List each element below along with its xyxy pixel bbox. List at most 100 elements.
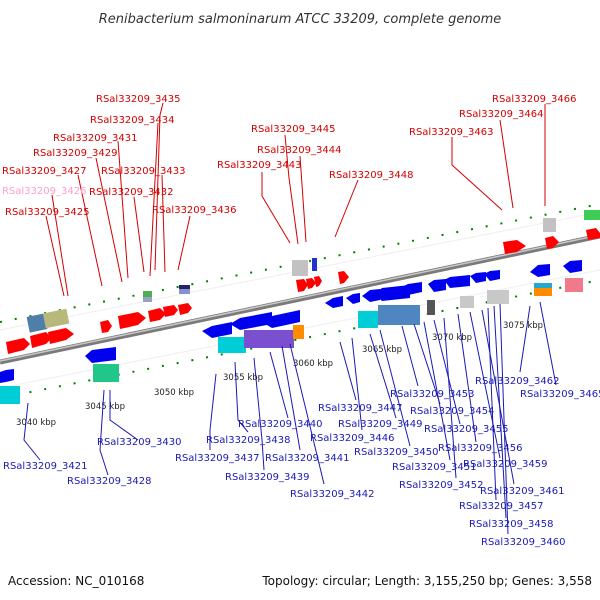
gene-block-orange[interactable] (293, 325, 304, 339)
gene-arrow-forward[interactable] (30, 332, 52, 348)
gene-label-3466[interactable]: RSal33209_3466 (492, 94, 576, 105)
gene-arrow-forward[interactable] (586, 228, 600, 240)
gene-arrow-forward[interactable] (100, 320, 112, 333)
gene-block-lavender[interactable] (143, 297, 152, 302)
gene-block-cyan[interactable] (218, 337, 246, 353)
gene-arrow-forward[interactable] (6, 338, 30, 354)
gene-label-3435[interactable]: RSal33209_3435 (96, 94, 180, 105)
gene-label-3440[interactable]: RSal33209_3440 (238, 419, 322, 430)
gene-arrow-reverse[interactable] (346, 293, 360, 304)
gene-arrow-forward[interactable] (296, 279, 308, 292)
gene-label-3458[interactable]: RSal33209_3458 (469, 519, 553, 530)
gene-arrow-forward[interactable] (163, 305, 178, 317)
gene-label-3450[interactable]: RSal33209_3450 (354, 447, 438, 458)
gene-block-cyan[interactable] (534, 283, 552, 288)
gene-arrow-reverse[interactable] (202, 322, 232, 338)
gene-arrow-forward[interactable] (545, 236, 559, 249)
gene-label-3451[interactable]: RSal33209_3451 (392, 462, 476, 473)
gene-arrow-reverse[interactable] (374, 285, 410, 301)
gene-block-orange[interactable] (534, 288, 552, 296)
gene-arrow-reverse[interactable] (262, 310, 300, 328)
gene-block-olive[interactable] (42, 308, 70, 329)
gene-block-cyan[interactable] (358, 311, 378, 328)
gene-block-steel[interactable] (26, 313, 48, 333)
leader-line (51, 194, 69, 297)
gene-arrow-reverse[interactable] (530, 264, 550, 277)
gene-arrow-forward[interactable] (148, 308, 166, 322)
gene-label-3446[interactable]: RSal33209_3446 (310, 433, 394, 444)
gene-arrow-reverse[interactable] (85, 347, 116, 363)
gene-label-3463[interactable]: RSal33209_3463 (409, 127, 493, 138)
gene-arrow-forward[interactable] (118, 312, 146, 329)
gene-label-3460[interactable]: RSal33209_3460 (481, 537, 565, 548)
gene-label-3453[interactable]: RSal33209_3453 (390, 389, 474, 400)
gene-label-3421[interactable]: RSal33209_3421 (3, 461, 87, 472)
gene-block-gray[interactable] (460, 296, 474, 308)
gene-arrow-reverse[interactable] (362, 289, 380, 302)
gene-label-3457[interactable]: RSal33209_3457 (459, 501, 543, 512)
gene-label-3437[interactable]: RSal33209_3437 (175, 453, 259, 464)
gene-block-pink[interactable] (565, 278, 583, 292)
gene-block-charcoal[interactable] (427, 300, 435, 315)
gene-block-green[interactable] (584, 210, 600, 220)
gene-label-3444[interactable]: RSal33209_3444 (257, 145, 341, 156)
gene-label-3459[interactable]: RSal33209_3459 (463, 459, 547, 470)
gene-label-3456[interactable]: RSal33209_3456 (438, 443, 522, 454)
gene-label-3438[interactable]: RSal33209_3438 (206, 435, 290, 446)
gene-arrow-forward[interactable] (314, 276, 322, 287)
gene-label-3454[interactable]: RSal33209_3454 (410, 406, 494, 417)
gene-label-3427[interactable]: RSal33209_3427 (2, 166, 86, 177)
gene-arrow-reverse[interactable] (484, 270, 500, 281)
gene-block-blue[interactable] (312, 258, 317, 271)
gene-label-3455[interactable]: RSal33209_3455 (424, 424, 508, 435)
gene-arrow-forward[interactable] (338, 271, 349, 284)
gene-label-3462[interactable]: RSal33209_3462 (475, 376, 559, 387)
gene-label-3426[interactable]: RSal33209_3426 (2, 186, 86, 197)
gene-block-cyan[interactable] (0, 386, 20, 404)
leader-line (539, 301, 557, 386)
gene-label-3432[interactable]: RSal33209_3432 (89, 187, 173, 198)
gene-block-periwinkle[interactable] (179, 289, 190, 294)
gene-block-steel[interactable] (378, 305, 420, 325)
gene-label-3449[interactable]: RSal33209_3449 (338, 419, 422, 430)
gene-label-3443[interactable]: RSal33209_3443 (217, 160, 301, 171)
gene-label-3442[interactable]: RSal33209_3442 (290, 489, 374, 500)
gene-label-3428[interactable]: RSal33209_3428 (67, 476, 151, 487)
gene-arrow-reverse[interactable] (470, 272, 486, 283)
gene-label-3441[interactable]: RSal33209_3441 (265, 453, 349, 464)
gene-label-3465[interactable]: RSal33209_3465 (520, 389, 600, 400)
gene-label-3429[interactable]: RSal33209_3429 (33, 148, 117, 159)
gene-arrow-forward[interactable] (178, 303, 192, 315)
gene-block-teal[interactable] (93, 364, 119, 382)
gene-arrow-forward[interactable] (306, 278, 316, 289)
gene-block-violet[interactable] (244, 330, 294, 348)
gene-block-dark[interactable] (179, 285, 190, 289)
gene-arrow-reverse[interactable] (400, 282, 422, 295)
gene-label-3461[interactable]: RSal33209_3461 (480, 486, 564, 497)
gene-arrow-reverse[interactable] (325, 296, 343, 308)
gene-label-3452[interactable]: RSal33209_3452 (399, 480, 483, 491)
gene-arrow-forward[interactable] (503, 240, 526, 254)
gene-label-3431[interactable]: RSal33209_3431 (53, 133, 137, 144)
gene-label-3433[interactable]: RSal33209_3433 (101, 166, 185, 177)
gene-label-3434[interactable]: RSal33209_3434 (90, 115, 174, 126)
gene-label-3436[interactable]: RSal33209_3436 (152, 205, 236, 216)
gene-label-3430[interactable]: RSal33209_3430 (97, 437, 181, 448)
gene-block-gray[interactable] (292, 260, 308, 276)
gene-label-3464[interactable]: RSal33209_3464 (459, 109, 543, 120)
gene-arrow-reverse[interactable] (230, 312, 272, 330)
gene-block-green[interactable] (143, 291, 152, 297)
gene-label-3447[interactable]: RSal33209_3447 (318, 403, 402, 414)
gene-arrow-reverse[interactable] (563, 260, 582, 273)
gene-arrow-reverse[interactable] (428, 279, 446, 292)
gene-arrow-reverse[interactable] (444, 275, 470, 288)
gene-label-3425[interactable]: RSal33209_3425 (5, 207, 89, 218)
gene-arrow-forward[interactable] (48, 328, 74, 344)
gene-block-gray[interactable] (543, 218, 556, 232)
gene-label-3448[interactable]: RSal33209_3448 (329, 170, 413, 181)
gene-label-3445[interactable]: RSal33209_3445 (251, 124, 335, 135)
leader-line (289, 343, 325, 485)
gene-arrow-reverse[interactable] (0, 369, 14, 383)
gene-block-gray[interactable] (487, 290, 509, 304)
gene-label-3439[interactable]: RSal33209_3439 (225, 472, 309, 483)
